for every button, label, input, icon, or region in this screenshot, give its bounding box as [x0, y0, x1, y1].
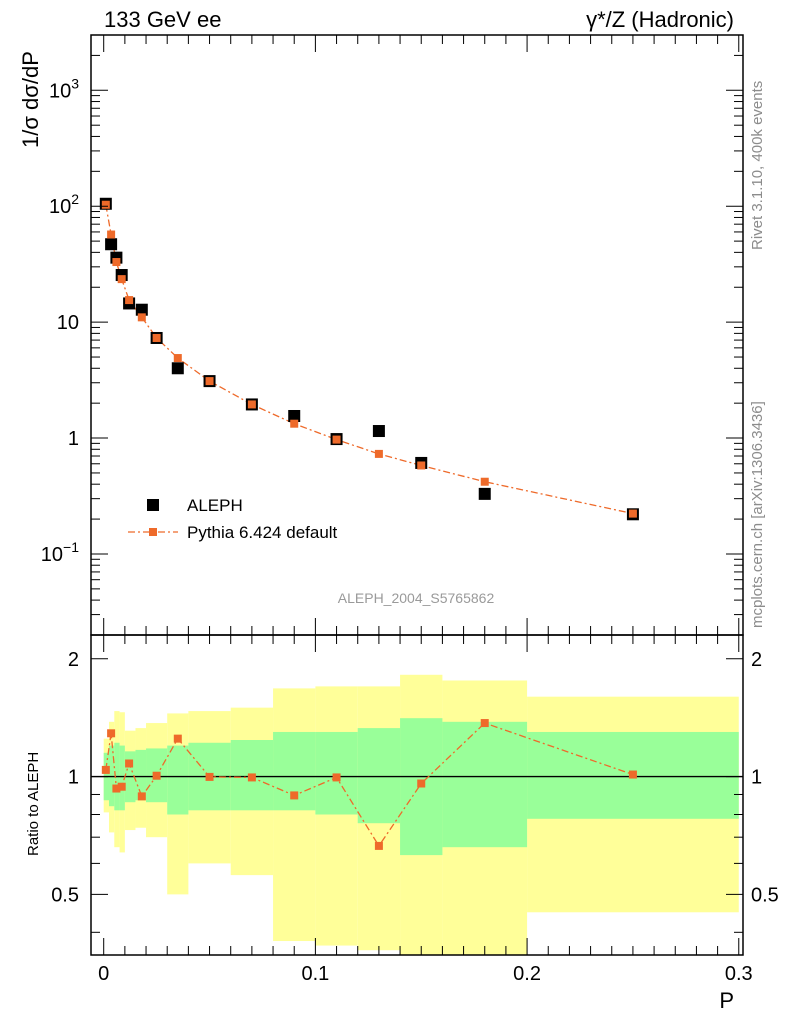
pythia-point [480, 477, 489, 486]
mcplots-label: mcplots.cern.ch [arXiv:1306.3436] [749, 401, 766, 628]
rivet-label: Rivet 3.1.10, 400k events [749, 81, 766, 250]
ratio-plot-area [91, 719, 743, 850]
ratio-y-tick-label-right: 1 [751, 767, 762, 789]
pythia-point [125, 296, 134, 305]
x-axis-label: P [719, 988, 734, 1013]
main-axes: 10−1 1 10 102 103 [41, 34, 743, 636]
ratio-inner-band [119, 745, 125, 811]
pythia-line [105, 204, 634, 515]
ratio-pythia-point [117, 782, 126, 791]
ratio-pythia-point [247, 773, 256, 782]
pythia-point [417, 461, 426, 470]
pythia-point [374, 449, 383, 458]
ratio-pythia-point [290, 791, 299, 800]
ratio-uncertainty-bands [103, 674, 739, 955]
ratio-pythia-point [205, 772, 214, 781]
pythia-point [205, 377, 214, 386]
header-right: γ*/Z (Hadronic) [586, 7, 734, 32]
ratio-inner-band [442, 721, 528, 848]
main-plot-area [99, 197, 639, 521]
ratio-pythia-point [137, 792, 146, 801]
pythia-point [112, 258, 121, 267]
ratio-y-tick-label: 2 [68, 649, 79, 671]
pythia-point [290, 419, 299, 428]
main-y-tick-label: 103 [49, 75, 79, 102]
ratio-pythia-point [374, 841, 383, 850]
ratio-pythia-point [125, 759, 134, 768]
ratio-pythia-point [417, 779, 426, 788]
main-ylabel: 1/σ dσ/dP [18, 51, 43, 148]
ratio-axes: 0 0.1 0.2 0.3 0.5 0.5 1 1 2 2 [51, 635, 779, 985]
ratio-y-tick-label: 0.5 [51, 884, 79, 906]
x-tick-label: 0.3 [725, 963, 753, 985]
aleph-point [288, 409, 301, 422]
x-tick-label: 0 [98, 963, 109, 985]
pythia-point [101, 200, 110, 209]
ratio-inner-band [167, 745, 189, 815]
pythia-point [107, 230, 116, 239]
ratio-y-tick-label: 1 [68, 767, 79, 789]
ratio-y-tick-label-right: 2 [751, 649, 762, 671]
aleph-point [135, 303, 148, 316]
x-tick-label: 0.1 [301, 963, 329, 985]
pythia-point [117, 275, 126, 284]
ratio-pythia-point [112, 784, 121, 793]
pythia-point [628, 509, 637, 518]
header-left: 133 GeV ee [104, 7, 221, 32]
main-y-tick-label: 102 [49, 191, 79, 218]
legend: ALEPH Pythia 6.424 default [128, 496, 338, 542]
ratio-pythia-point [101, 765, 110, 774]
main-y-tick-label: 1 [68, 428, 79, 450]
ratio-ylabel: Ratio to ALEPH [25, 752, 42, 856]
main-y-tick-label: 10 [57, 312, 79, 334]
pythia-point [152, 333, 161, 342]
ratio-outer-band [273, 688, 316, 942]
ratio-frame [90, 634, 744, 956]
aleph-point [372, 425, 385, 438]
ratio-pythia-point [628, 770, 637, 779]
legend-label-pythia: Pythia 6.424 default [187, 523, 338, 542]
aleph-point [478, 487, 491, 500]
ratio-inner-band [108, 745, 115, 807]
ratio-pythia-point [173, 734, 182, 743]
pythia-point [332, 435, 341, 444]
ratio-pythia-point [480, 719, 489, 728]
ratio-outer-band [315, 686, 358, 946]
legend-label-aleph: ALEPH [187, 496, 243, 515]
ratio-pythia-point [332, 773, 341, 782]
ratio-pythia-point [107, 729, 116, 738]
x-tick-label: 0.2 [513, 963, 541, 985]
pythia-point [173, 354, 182, 363]
legend-marker-pythia [149, 528, 157, 536]
ratio-y-tick-label-right: 0.5 [751, 884, 779, 906]
aleph-point [171, 362, 184, 375]
ratio-inner-band [357, 728, 401, 824]
pythia-point [247, 400, 256, 409]
aleph-point [105, 238, 118, 251]
main-y-tick-label: 10−1 [41, 539, 79, 566]
main-frame [90, 34, 744, 636]
pythia-point [137, 313, 146, 322]
analysis-watermark: ALEPH_2004_S5765862 [338, 590, 495, 606]
ratio-pythia-point [152, 771, 161, 780]
ratio-inner-band [135, 749, 147, 801]
legend-marker-aleph [147, 499, 159, 511]
